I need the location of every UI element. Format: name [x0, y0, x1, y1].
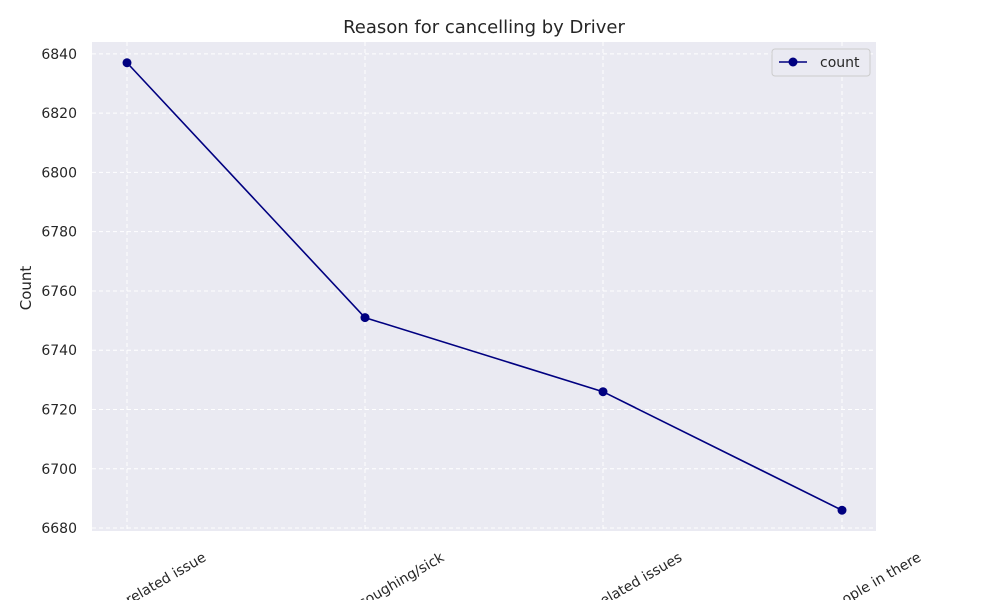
- y-tick-label: 6780: [41, 225, 77, 241]
- series-line-count: [126, 62, 843, 511]
- legend-box: [771, 48, 871, 77]
- y-tick-label: 6700: [41, 462, 77, 478]
- plot-area: [92, 42, 876, 531]
- legend[interactable]: count: [771, 48, 871, 77]
- y-tick-label: 6840: [41, 47, 77, 63]
- y-tick-label: 6720: [41, 402, 77, 418]
- y-tick-labels: 6680 6700 6720 6740 6760 6780 6800 6820 6840: [41, 47, 77, 537]
- data-point[interactable]: [122, 58, 132, 68]
- x-tick-label: ople in there: [839, 550, 924, 600]
- data-point[interactable]: [598, 387, 608, 397]
- y-axis-label: Count: [17, 266, 35, 311]
- y-tick-label: 6760: [41, 284, 77, 300]
- data-point[interactable]: [837, 505, 847, 515]
- y-tick-label: 6800: [41, 165, 77, 181]
- grid-lines: [92, 42, 876, 531]
- y-tick-label: 6820: [41, 106, 77, 122]
- legend-marker-swatch: [788, 57, 798, 67]
- x-tick-label: coughing/sick: [356, 549, 448, 600]
- x-tick-label: related issue: [123, 550, 209, 600]
- x-tick-label: elated issues: [598, 550, 685, 600]
- data-point[interactable]: [360, 313, 370, 323]
- x-tick-labels: related issue coughing/sick elated issues o…: [123, 549, 924, 600]
- chart-title: Reason for cancelling by Driver: [343, 17, 625, 38]
- legend-label-count: count: [820, 55, 860, 71]
- y-tick-label: 6680: [41, 521, 77, 537]
- y-tick-label: 6740: [41, 343, 77, 359]
- series-layer: [122, 58, 847, 515]
